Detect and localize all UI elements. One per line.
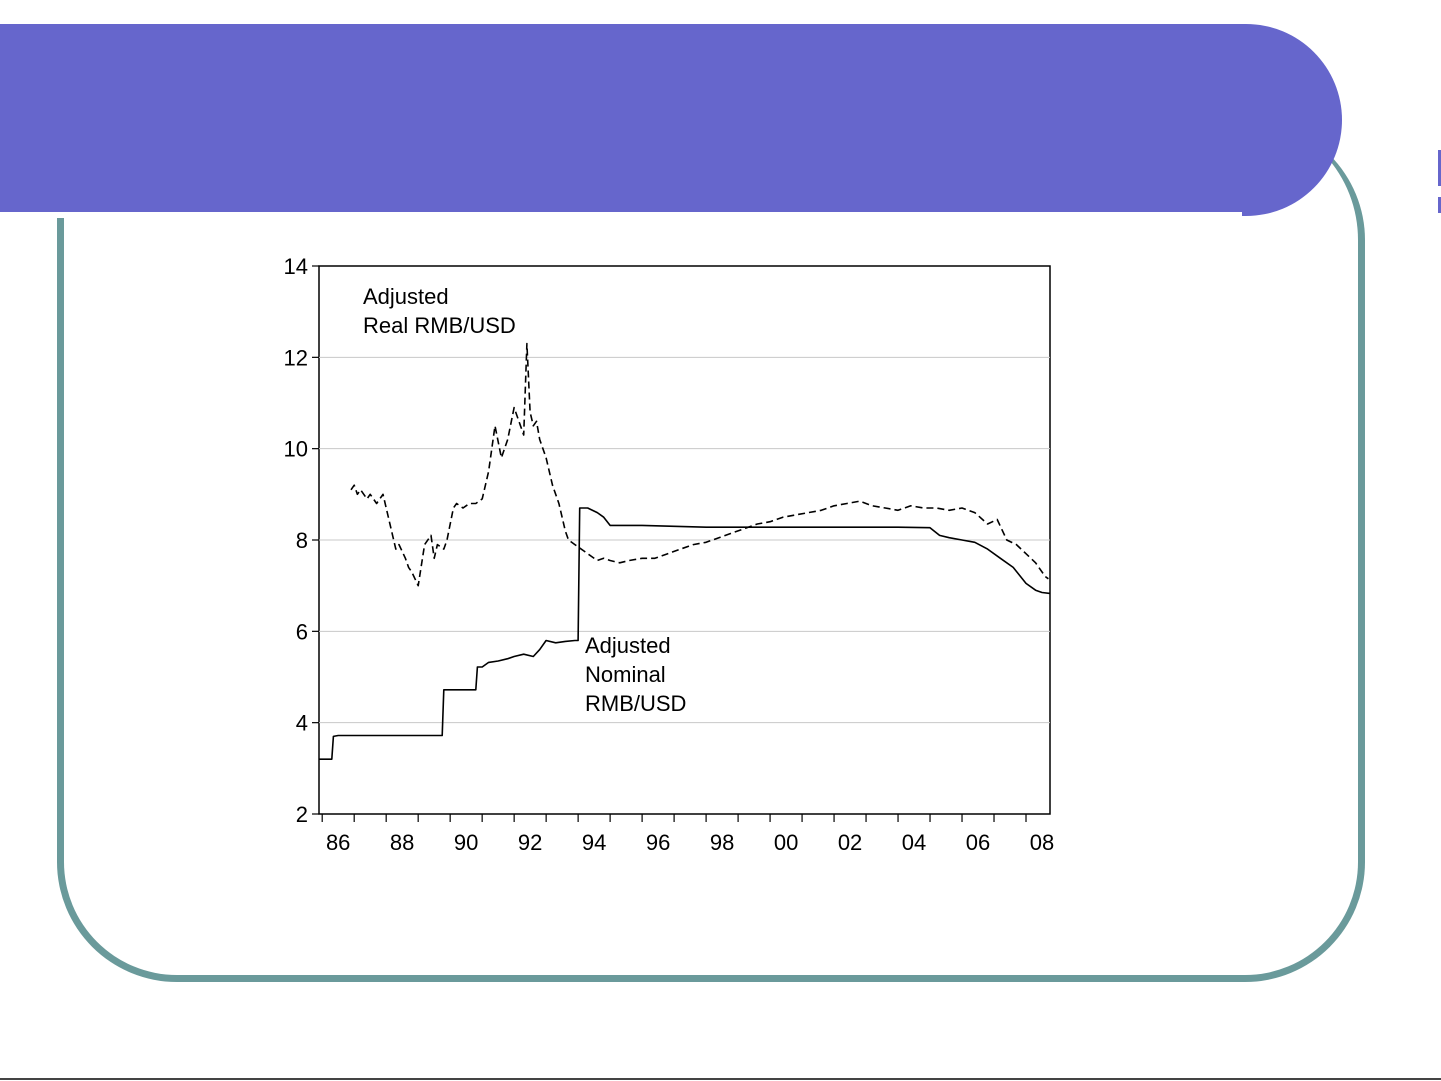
y-tick-label: 4 <box>296 711 308 736</box>
x-tick-label: 02 <box>838 830 862 855</box>
y-tick-label: 12 <box>284 345 308 370</box>
x-tick-label: 98 <box>710 830 734 855</box>
title-banner <box>0 24 1342 218</box>
edge-mark <box>1438 150 1441 186</box>
y-tick-label: 10 <box>284 437 308 462</box>
y-axis: 2 4 6 8 10 12 14 <box>284 254 319 827</box>
bottom-rule <box>0 1078 1441 1080</box>
gridlines <box>319 356 1050 724</box>
real-label-line2: Real RMB/USD <box>363 313 516 338</box>
x-tick-label: 08 <box>1030 830 1054 855</box>
slide-frame <box>57 120 1365 982</box>
x-tick-label: 86 <box>326 830 350 855</box>
y-tick-label: 2 <box>296 802 308 827</box>
x-axis: 86 88 90 92 94 96 98 00 02 04 06 08 <box>321 814 1054 855</box>
nominal-rate-line <box>319 507 1051 761</box>
x-tick-label: 00 <box>774 830 798 855</box>
banner-stripe <box>0 212 1242 218</box>
real-label-line1: Adjusted <box>363 284 449 309</box>
y-tick-label: 14 <box>284 254 308 279</box>
y-tick-label: 8 <box>296 528 308 553</box>
x-tick-label: 04 <box>902 830 926 855</box>
edge-mark <box>1438 197 1441 213</box>
y-tick-label: 6 <box>296 619 308 644</box>
nominal-label-line2: Nominal <box>585 662 666 687</box>
x-tick-label: 88 <box>390 830 414 855</box>
nominal-label-line3: RMB/USD <box>585 691 686 716</box>
x-tick-label: 92 <box>518 830 542 855</box>
x-tick-label: 90 <box>454 830 478 855</box>
series-group <box>319 342 1051 761</box>
x-tick-label: 94 <box>582 830 606 855</box>
x-tick-label: 06 <box>966 830 990 855</box>
x-tick-label: 96 <box>646 830 670 855</box>
real-rate-line <box>350 342 1049 587</box>
nominal-label-line1: Adjusted <box>585 633 671 658</box>
